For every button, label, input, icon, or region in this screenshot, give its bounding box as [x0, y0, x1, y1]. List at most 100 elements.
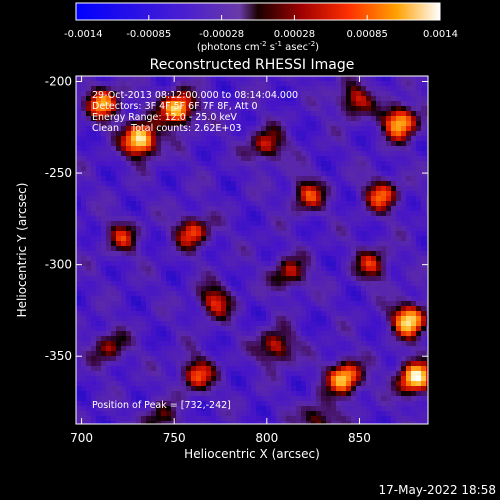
heatmap-cell	[96, 141, 102, 147]
heatmap-cell	[181, 316, 187, 322]
heatmap-cell	[381, 281, 387, 287]
heatmap-cell	[106, 276, 112, 282]
heatmap-cell	[181, 246, 187, 252]
heatmap-cell	[91, 76, 97, 82]
heatmap-cell	[136, 236, 142, 242]
heatmap-cell	[246, 276, 252, 282]
heatmap-cell	[186, 186, 192, 192]
heatmap-cell	[296, 406, 302, 412]
heatmap-cell	[406, 81, 412, 87]
heatmap-cell	[276, 166, 282, 172]
heatmap-cell	[346, 221, 352, 227]
heatmap-cell	[346, 101, 352, 107]
heatmap-cell	[216, 121, 222, 127]
heatmap-cell	[366, 401, 372, 407]
heatmap-cell	[76, 236, 82, 242]
heatmap-cell	[356, 81, 362, 87]
heatmap-cell	[271, 421, 277, 424]
heatmap-cell	[301, 131, 307, 137]
heatmap-cell	[151, 216, 157, 222]
heatmap-cell	[231, 316, 237, 322]
heatmap-cell	[426, 421, 428, 424]
heatmap-cell	[131, 201, 137, 207]
heatmap-cell	[261, 306, 267, 312]
heatmap-cell	[221, 96, 227, 102]
heatmap-cell	[226, 371, 232, 377]
heatmap-cell	[211, 91, 217, 97]
heatmap-cell	[76, 166, 82, 172]
heatmap-cell	[276, 411, 282, 417]
heatmap-cell	[106, 216, 112, 222]
heatmap-cell	[231, 341, 237, 347]
heatmap-cell	[396, 106, 402, 112]
heatmap-cell	[151, 316, 157, 322]
heatmap-cell	[171, 161, 177, 167]
heatmap-cell	[396, 266, 402, 272]
heatmap-cell	[116, 346, 122, 352]
heatmap-cell	[86, 81, 92, 87]
heatmap-cell	[221, 371, 227, 377]
heatmap-cell	[256, 336, 262, 342]
heatmap-cell	[181, 81, 187, 87]
heatmap-cell	[216, 406, 222, 412]
heatmap-cell	[166, 236, 172, 242]
heatmap-cell	[341, 306, 347, 312]
heatmap-cell	[146, 331, 152, 337]
heatmap-cell	[256, 256, 262, 262]
heatmap-cell	[186, 201, 192, 207]
heatmap-cell	[306, 96, 312, 102]
heatmap-cell	[106, 346, 112, 352]
heatmap-cell	[176, 291, 182, 297]
heatmap-cell	[236, 206, 242, 212]
heatmap-cell	[186, 106, 192, 112]
heatmap-cell	[191, 261, 197, 267]
heatmap-cell	[336, 331, 342, 337]
heatmap-cell	[306, 231, 312, 237]
heatmap-cell	[251, 396, 257, 402]
heatmap-cell	[316, 416, 322, 422]
heatmap-cell	[126, 221, 132, 227]
heatmap-cell	[196, 391, 202, 397]
heatmap-cell	[151, 256, 157, 262]
heatmap-cell	[131, 411, 137, 417]
heatmap-cell	[211, 276, 217, 282]
heatmap-cell	[151, 96, 157, 102]
heatmap-cell	[381, 356, 387, 362]
heatmap-cell	[321, 216, 327, 222]
heatmap-cell	[286, 271, 292, 277]
heatmap-cell	[246, 221, 252, 227]
heatmap-cell	[221, 186, 227, 192]
heatmap-cell	[426, 216, 428, 222]
heatmap-cell	[186, 266, 192, 272]
heatmap-cell	[156, 371, 162, 377]
heatmap-cell	[361, 421, 367, 424]
heatmap-cell	[361, 276, 367, 282]
heatmap-cell	[311, 346, 317, 352]
heatmap-cell	[286, 391, 292, 397]
heatmap-cell	[351, 76, 357, 82]
heatmap-cell	[101, 96, 107, 102]
heatmap-cell	[311, 341, 317, 347]
heatmap-cell	[411, 166, 417, 172]
heatmap-cell	[371, 81, 377, 87]
heatmap-cell	[216, 336, 222, 342]
heatmap-cell	[336, 91, 342, 97]
heatmap-cell	[186, 296, 192, 302]
heatmap-cell	[296, 376, 302, 382]
heatmap-cell	[386, 351, 392, 357]
heatmap-cell	[186, 216, 192, 222]
heatmap-cell	[251, 406, 257, 412]
heatmap-cell	[306, 161, 312, 167]
heatmap-cell	[261, 356, 267, 362]
heatmap-cell	[221, 81, 227, 87]
heatmap-cell	[226, 381, 232, 387]
heatmap-cell	[156, 106, 162, 112]
heatmap-cell	[91, 126, 97, 132]
heatmap-cell	[141, 281, 147, 287]
heatmap-cell	[361, 216, 367, 222]
heatmap-cell	[136, 421, 142, 424]
heatmap-cell	[321, 326, 327, 332]
heatmap-cells	[76, 76, 428, 424]
heatmap-cell	[236, 166, 242, 172]
heatmap-cell	[426, 211, 428, 217]
